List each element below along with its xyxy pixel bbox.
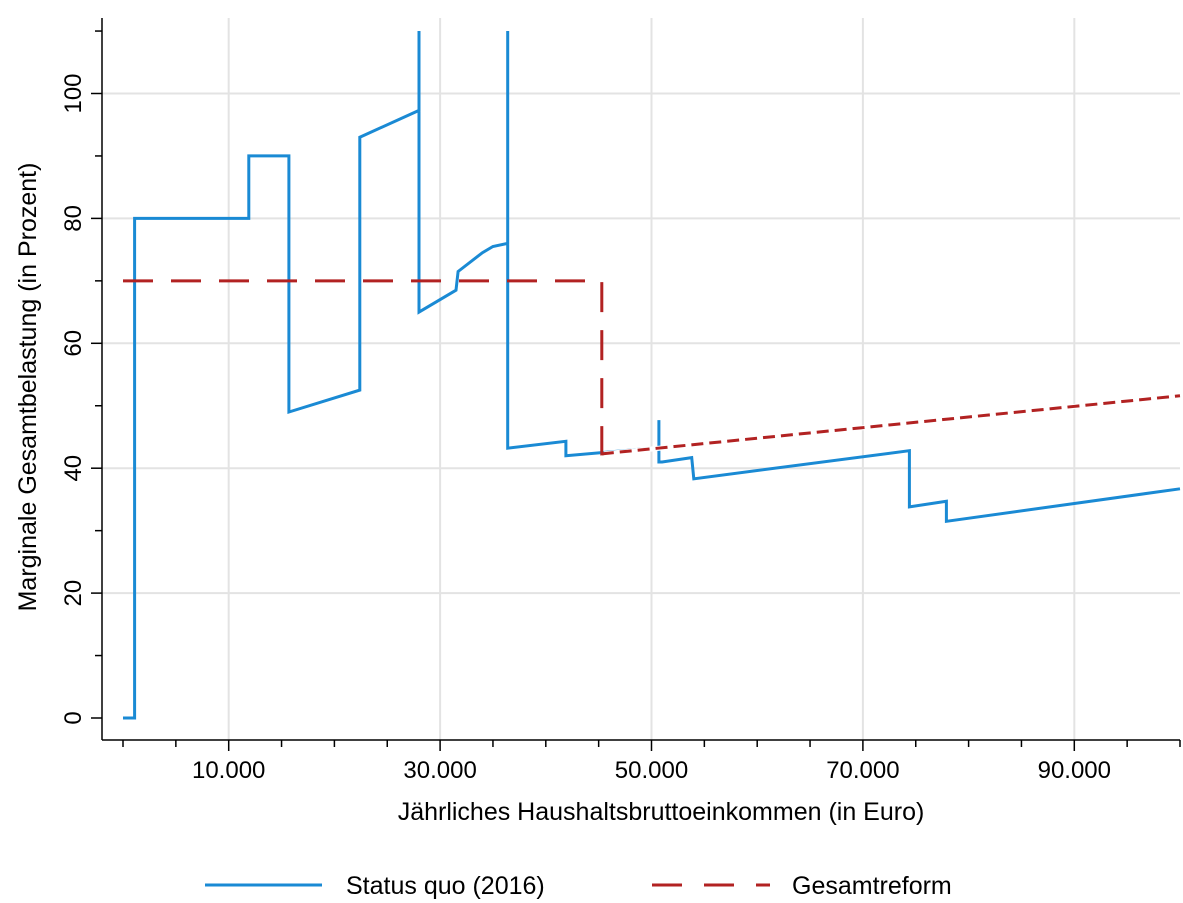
y-tick-label: 40 <box>60 455 87 482</box>
y-tick-label: 60 <box>60 330 87 357</box>
grid <box>102 18 1180 740</box>
y-tick-label: 0 <box>60 711 87 724</box>
legend: Status quo (2016) Gesamtreform <box>205 872 952 900</box>
series-gesamtreform-rising <box>601 394 1181 456</box>
x-tick-label: 90.000 <box>1038 757 1111 784</box>
x-tick-label: 70.000 <box>826 757 899 784</box>
axes <box>101 18 1180 741</box>
y-tick-label: 100 <box>60 73 87 113</box>
y-tick-label: 20 <box>60 580 87 607</box>
y-tick-label: 80 <box>60 205 87 232</box>
x-tick-label: 50.000 <box>615 757 688 784</box>
series-layer <box>123 31 1181 720</box>
x-axis-title: Jährliches Haushaltsbruttoeinkommen (in … <box>398 798 925 826</box>
legend-label-gesamtreform: Gesamtreform <box>792 872 952 900</box>
x-tick-label: 10.000 <box>192 757 265 784</box>
y-axis-title: Marginale Gesamtbelastung (in Prozent) <box>14 163 42 612</box>
series-status-quo-line <box>123 31 1181 720</box>
ticks: 10.000 30.000 50.000 70.000 90.000 0 20 40 60 80 1… <box>60 30 1181 784</box>
x-tick-label: 30.000 <box>403 757 476 784</box>
legend-label-status-quo: Status quo (2016) <box>346 872 545 900</box>
